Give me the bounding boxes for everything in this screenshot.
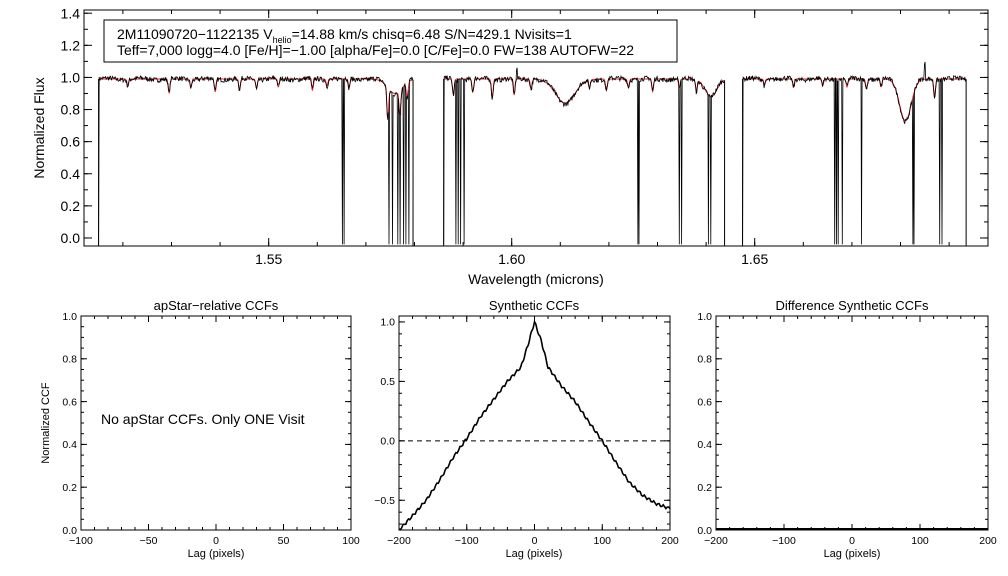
synthetic-ccf-panel: Synthetic CCFs −200 −100 0 100 200 −0.5 0.0 0.5… — [374, 298, 679, 560]
spectrum-y-axis: 0.0 0.2 0.4 0.6 0.8 1.0 1.2 1.4 — [61, 5, 988, 246]
x-tick-label: 200 — [661, 535, 679, 547]
synthetic-ccf-frame — [398, 315, 671, 531]
y-tick-label: 0.4 — [61, 166, 81, 182]
synthetic-ccf-axes: −200 −100 0 100 200 −0.5 0.0 0.5 1.0 — [374, 316, 679, 547]
y-tick-label: 0.8 — [697, 354, 712, 366]
x-tick-label: −200 — [704, 535, 728, 547]
difference-ccf-panel: Difference Synthetic CCFs −200 −100 0 100 20… — [697, 298, 997, 560]
x-tick-label: 100 — [342, 535, 360, 547]
x-tick-label: −200 — [387, 535, 411, 547]
y-tick-label: 0.2 — [62, 482, 77, 494]
y-tick-label: 0.2 — [61, 198, 81, 214]
y-tick-label: 0.6 — [697, 396, 712, 408]
header-box — [103, 19, 678, 63]
y-tick-label: −0.5 — [374, 495, 395, 507]
observed-segment — [742, 61, 967, 245]
synthetic-ccf-curve — [398, 320, 671, 531]
x-tick-label: 1.55 — [255, 251, 282, 267]
y-tick-label: 0.0 — [61, 230, 81, 246]
apstar-ccf-y-label: Normalized CCF — [40, 382, 52, 464]
observed-segment — [98, 74, 414, 245]
x-tick-label: −50 — [140, 535, 158, 547]
synthetic-ccf-line — [398, 320, 671, 531]
spectrum-x-axis: 1.55 1.60 1.65 — [122, 10, 950, 267]
x-tick-label: −100 — [772, 535, 796, 547]
header-line-1-subscript: helio — [273, 35, 292, 45]
y-tick-label: 1.0 — [61, 69, 81, 85]
x-tick-label: 1.60 — [498, 251, 525, 267]
x-tick-label: 100 — [911, 535, 929, 547]
apstar-ccf-title: apStar−relative CCFs — [154, 298, 279, 313]
x-tick-label: 100 — [593, 535, 611, 547]
x-tick-label: −100 — [455, 535, 479, 547]
model-segment — [742, 78, 966, 122]
spectrum-frame — [83, 9, 989, 247]
difference-ccf-axes: −200 −100 0 100 200 0.0 0.2 0.4 0.6 0.8 1.0 — [697, 311, 997, 547]
x-tick-label: 1.65 — [741, 251, 768, 267]
y-tick-label: 0.6 — [62, 396, 77, 408]
difference-ccf-title: Difference Synthetic CCFs — [776, 298, 929, 313]
x-tick-label: 200 — [979, 535, 997, 547]
observed-segment — [443, 67, 725, 245]
y-tick-label: 1.2 — [61, 37, 81, 53]
no-ccf-message: No apStar CCFs. Only ONE Visit — [101, 411, 305, 427]
difference-ccf-x-label: Lag (pixels) — [824, 548, 881, 560]
synthetic-ccf-title: Synthetic CCFs — [489, 298, 580, 313]
y-tick-label: 0.4 — [697, 439, 712, 451]
header-line-1-prefix: 2M11090720−1122135 V — [117, 26, 273, 42]
spectrum-observed-line — [98, 61, 967, 246]
y-tick-label: 1.0 — [380, 317, 395, 329]
spectrum-x-label: Wavelength (microns) — [468, 271, 604, 287]
apstar-ccf-panel: apStar−relative CCFs −100 −50 0 50 100 0.0 0.2… — [40, 298, 360, 560]
header-line-1-suffix: =14.88 km/s chisq=6.48 S/N=429.1 Nvisits… — [292, 26, 572, 42]
x-tick-label: 50 — [278, 535, 290, 547]
x-tick-label: 0 — [849, 535, 855, 547]
header-line-1: 2M11090720−1122135 Vhelio=14.88 km/s chi… — [117, 26, 572, 45]
header-line-2: Teff=7,000 logg=4.0 [Fe/H]=−1.00 [alpha/… — [117, 42, 634, 58]
y-tick-label: 0.5 — [380, 376, 395, 388]
spectrum-panel: 0.0 0.2 0.4 0.6 0.8 1.0 1.2 1.4 1.55 1.60 1.65 2M… — [31, 5, 989, 287]
y-tick-label: 0.0 — [380, 436, 395, 448]
y-tick-label: 1.4 — [61, 5, 81, 21]
y-tick-label: 0.2 — [697, 482, 712, 494]
y-tick-label: 1.0 — [62, 311, 77, 323]
x-tick-label: 0 — [213, 535, 219, 547]
model-segment — [443, 78, 725, 104]
difference-ccf-frame — [715, 315, 989, 531]
spectrum-y-label: Normalized Flux — [31, 77, 47, 178]
apstar-ccf-x-label: Lag (pixels) — [188, 548, 245, 560]
y-tick-label: 0.8 — [61, 102, 81, 118]
y-tick-label: 0.6 — [61, 134, 81, 150]
y-tick-label: 0.8 — [62, 354, 77, 366]
y-tick-label: 1.0 — [697, 311, 712, 323]
y-tick-label: 0.0 — [697, 525, 712, 537]
y-tick-label: 0.0 — [62, 525, 77, 537]
y-tick-label: 0.4 — [62, 439, 77, 451]
x-tick-label: −100 — [69, 535, 93, 547]
apstar-ccf-axes: −100 −50 0 50 100 0.0 0.2 0.4 0.6 0.8 1.0 — [62, 311, 360, 547]
synthetic-ccf-x-label: Lag (pixels) — [506, 548, 563, 560]
x-tick-label: 0 — [532, 535, 538, 547]
